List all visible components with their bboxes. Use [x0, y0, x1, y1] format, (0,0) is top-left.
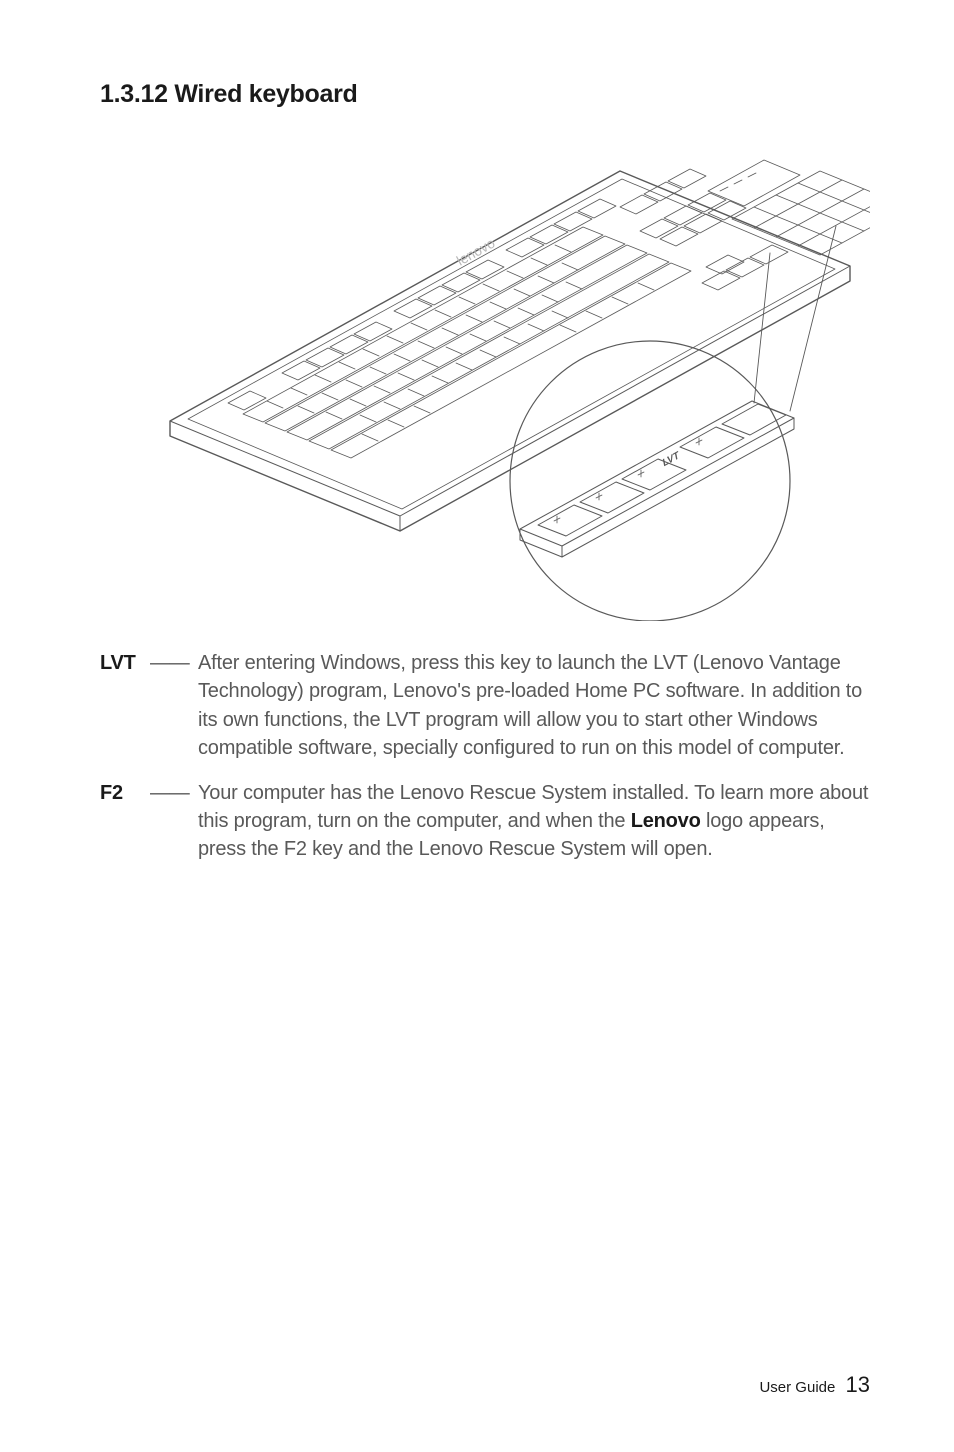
brand-text: lenovo	[454, 235, 498, 269]
def-text: After entering Windows, press this key t…	[198, 652, 862, 759]
def-key: F2	[100, 779, 150, 864]
def-body: Your computer has the Lenovo Rescue Syst…	[198, 779, 874, 864]
section-title: 1.3.12 Wired keyboard	[100, 80, 874, 109]
def-dash: ——	[150, 649, 198, 763]
definition-lvt: LVT —— After entering Windows, press thi…	[100, 649, 874, 763]
def-body: After entering Windows, press this key t…	[198, 649, 874, 763]
footer-label: User Guide	[759, 1379, 835, 1396]
definition-f2: F2 —— Your computer has the Lenovo Rescu…	[100, 779, 874, 864]
def-dash: ——	[150, 779, 198, 864]
page-number: 13	[846, 1372, 870, 1397]
def-key: LVT	[100, 649, 150, 763]
page-footer: User Guide 13	[759, 1372, 870, 1398]
def-bold: Lenovo	[631, 810, 701, 832]
keyboard-illustration: lenovo	[150, 131, 870, 621]
